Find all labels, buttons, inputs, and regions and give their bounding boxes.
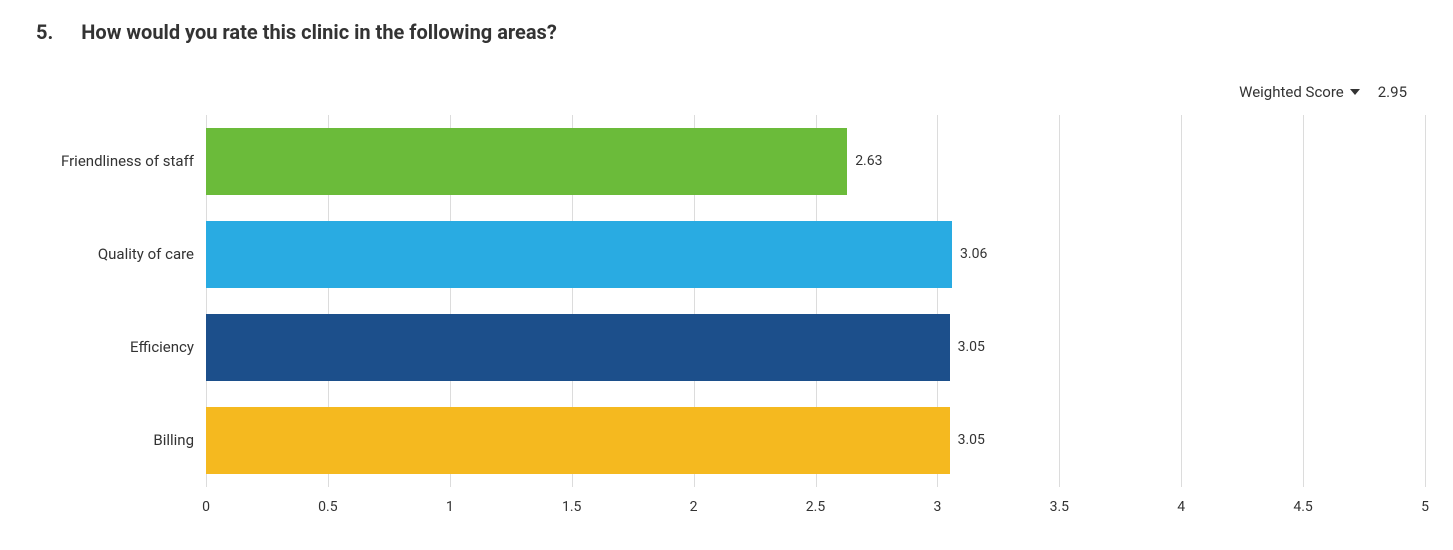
chart-x-tick-label: 2: [690, 499, 698, 515]
chart-row: Friendliness of staff2.63: [206, 128, 1425, 195]
chart-category-label: Efficiency: [34, 338, 194, 356]
chart-row: Quality of care3.06: [206, 221, 1425, 288]
chart-x-tick-label: 1.5: [562, 499, 581, 515]
chart: Weighted Score 2.95 00.511.522.533.544.5…: [36, 75, 1425, 545]
chart-x-tick-label: 3.5: [1050, 499, 1069, 515]
chart-bar: [206, 128, 847, 195]
chart-x-tick-label: 4.5: [1293, 499, 1312, 515]
chart-bar: [206, 407, 950, 474]
chart-category-label: Billing: [34, 431, 194, 449]
page: 5. How would you rate this clinic in the…: [0, 0, 1453, 550]
chart-category-label: Quality of care: [34, 245, 194, 263]
chart-x-tick-label: 3: [933, 499, 941, 515]
chart-plot: 00.511.522.533.544.55Friendliness of sta…: [206, 115, 1425, 487]
chart-category-label: Friendliness of staff: [34, 152, 194, 170]
question-header: 5. How would you rate this clinic in the…: [36, 20, 1425, 44]
summary-dropdown[interactable]: Weighted Score: [1239, 83, 1360, 101]
chart-summary: Weighted Score 2.95: [1239, 83, 1407, 101]
chart-x-tick-label: 1: [446, 499, 454, 515]
chart-bar-value-label: 3.05: [958, 432, 985, 448]
chart-bar-value-label: 2.63: [855, 153, 882, 169]
question-title: How would you rate this clinic in the fo…: [81, 20, 557, 44]
chart-bar: [206, 221, 952, 288]
chart-bar: [206, 314, 950, 381]
chart-x-tick-label: 5: [1421, 499, 1429, 515]
chart-row: Billing3.05: [206, 407, 1425, 474]
chart-x-tick-label: 0.5: [318, 499, 337, 515]
summary-dropdown-label: Weighted Score: [1239, 83, 1344, 101]
chart-x-tick-label: 0: [202, 499, 210, 515]
chart-gridline: [1425, 115, 1426, 487]
chart-bar-value-label: 3.06: [960, 246, 987, 262]
question-number: 5.: [36, 20, 53, 44]
chart-x-tick-label: 2.5: [806, 499, 825, 515]
chart-x-tick-label: 4: [1177, 499, 1185, 515]
chart-row: Efficiency3.05: [206, 314, 1425, 381]
chevron-down-icon: [1350, 89, 1360, 95]
summary-value: 2.95: [1378, 83, 1407, 101]
chart-bar-value-label: 3.05: [958, 339, 985, 355]
